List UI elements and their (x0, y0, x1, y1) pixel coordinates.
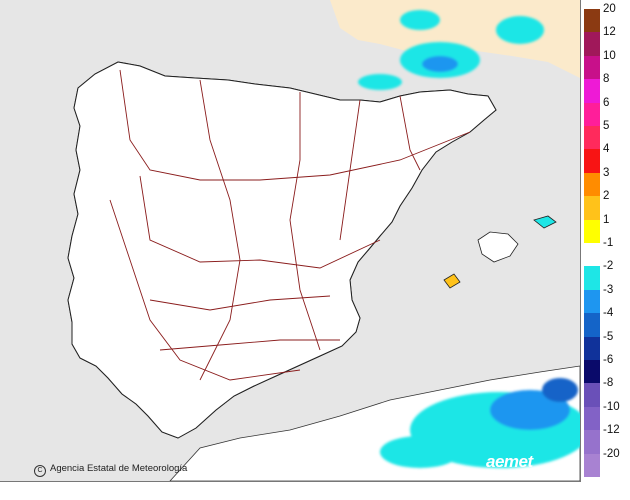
legend-label: -10 (603, 400, 620, 413)
legend-swatch (584, 336, 600, 361)
legend-label: 4 (603, 143, 610, 156)
legend-swatch (584, 172, 600, 197)
legend-swatch (584, 196, 600, 221)
legend-swatch (584, 149, 600, 174)
agency-credit: C Agencia Estatal de Meteorología (34, 463, 187, 477)
legend-swatch (584, 219, 600, 244)
ibiza (443, 273, 461, 289)
legend-swatch (584, 383, 600, 408)
legend-label: -2 (603, 260, 614, 273)
aemet-logo: aemet (486, 452, 533, 471)
mallorca (477, 231, 519, 263)
legend-label: -12 (603, 424, 620, 437)
legend-label: -20 (603, 447, 620, 460)
copyright-icon: C (34, 465, 46, 477)
legend-swatch (584, 453, 600, 478)
legend-label: -8 (603, 377, 614, 390)
legend-label: 1 (603, 213, 610, 226)
legend-swatch (584, 79, 600, 104)
legend-label: 12 (603, 26, 616, 39)
legend-swatch (584, 313, 600, 338)
legend-label: -3 (603, 283, 614, 296)
legend-label: 3 (603, 166, 610, 179)
legend-label: -1 (603, 237, 614, 249)
legend-label: -6 (603, 354, 614, 366)
legend-swatch (584, 406, 600, 431)
legend-swatch (584, 360, 600, 384)
province-borders (109, 69, 471, 381)
legend-label: 5 (603, 120, 610, 132)
legend-label: 10 (603, 49, 616, 62)
legend-swatch (584, 289, 600, 314)
anomaly-map (0, 0, 580, 481)
legend-swatch (584, 430, 600, 455)
legend-label: 20 (603, 3, 616, 15)
legend-swatch (584, 126, 600, 150)
legend-swatch (584, 9, 600, 33)
legend-swatch (584, 32, 600, 57)
legend-label: 2 (603, 190, 610, 203)
legend-label: 8 (603, 73, 610, 86)
legend-label: -5 (603, 330, 614, 343)
color-legend: 20 12 10 8 6 5 4 3 2 1 -1 -2 -3 -4 -5 -6 -8 -10 -12 -20 (584, 3, 630, 481)
map-frame (0, 0, 581, 482)
legend-swatch (584, 102, 600, 127)
legend-swatch (584, 55, 600, 80)
agency-credit-text: Agencia Estatal de Meteorología (50, 463, 188, 474)
legend-swatch (584, 243, 600, 267)
legend-label: 6 (603, 96, 610, 109)
menorca (533, 215, 557, 229)
legend-swatch (584, 266, 600, 291)
legend-label: -4 (603, 307, 614, 320)
